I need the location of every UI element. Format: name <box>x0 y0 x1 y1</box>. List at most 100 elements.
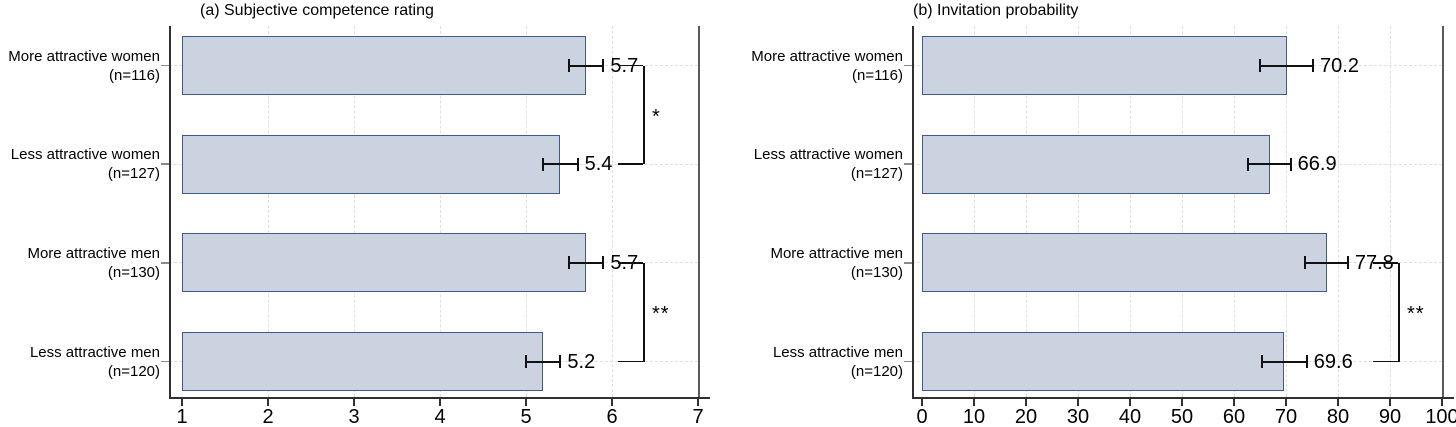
y-axis <box>912 26 914 397</box>
category-line-1: More attractive men <box>27 244 160 262</box>
sig-bracket-vertical <box>643 262 645 362</box>
category-tick <box>904 64 912 67</box>
bar <box>922 233 1327 293</box>
x-tick <box>1389 398 1391 406</box>
category-line-1: Less attractive women <box>753 146 903 164</box>
chart-panel-b: (b) Invitation probability 0 10 20 30 40 50 60… <box>728 0 1456 427</box>
error-bar-cap <box>542 157 545 171</box>
error-bar <box>569 64 604 67</box>
x-tick-label: 2 <box>262 406 274 427</box>
x-tick <box>1181 398 1183 406</box>
x-tick <box>1025 398 1027 406</box>
x-tick <box>697 398 699 406</box>
x-tick-label: 70 <box>1274 406 1298 427</box>
sig-bracket-arm <box>1373 262 1398 264</box>
gridline-v <box>268 26 269 397</box>
sig-bracket-vertical <box>643 65 645 165</box>
x-tick-label: 7 <box>692 406 704 427</box>
x-tick-label: 100 <box>1425 406 1456 427</box>
error-bar-cap <box>576 157 579 171</box>
x-tick <box>267 398 269 406</box>
sig-bracket-arm <box>618 360 643 363</box>
error-bar <box>543 163 578 166</box>
x-tick <box>439 398 441 406</box>
significance-label: * <box>652 105 661 128</box>
error-bar-cap <box>559 355 562 369</box>
x-tick-label: 50 <box>1170 406 1194 427</box>
error-bar-cap <box>1247 157 1250 171</box>
bar <box>182 134 561 194</box>
gridline-v <box>526 26 527 397</box>
x-tick-label: 90 <box>1378 406 1402 427</box>
chart-title: (b) Invitation probability <box>913 2 1079 19</box>
x-tick <box>1285 398 1287 406</box>
error-bar <box>1305 261 1348 264</box>
category-label: Less attractive women (n=127) <box>0 145 160 183</box>
bar <box>182 332 544 392</box>
category-tick <box>904 262 912 264</box>
gridline-v <box>1078 26 1079 397</box>
error-bar-cap <box>1304 256 1307 270</box>
sig-bracket-arm <box>618 262 643 264</box>
x-tick <box>353 398 355 406</box>
value-label: 69.6 <box>1313 350 1353 373</box>
gridline-v <box>1286 26 1287 397</box>
x-tick-label: 30 <box>1066 406 1090 427</box>
plot-area: 0 10 20 30 40 50 60 70 80 90 100 70.2 More attractiv… <box>728 0 1456 427</box>
category-line-2: (n=120) <box>107 362 160 380</box>
x-tick-label: 1 <box>176 406 188 427</box>
category-label: Less attractive men (n=120) <box>0 343 160 381</box>
gridline-v <box>1130 26 1131 397</box>
category-label: More attractive men (n=130) <box>0 244 160 282</box>
category-label: More attractive men (n=130) <box>723 244 903 282</box>
gridline-v <box>1390 26 1391 397</box>
gridline-v <box>440 26 441 397</box>
error-bar-cap <box>602 256 605 270</box>
category-line-2: (n=130) <box>107 263 160 281</box>
error-bar-cap <box>568 59 570 72</box>
gridline-v <box>1182 26 1183 397</box>
category-line-2: (n=130) <box>850 263 903 281</box>
category-line-1: Less attractive men <box>772 343 903 361</box>
x-tick <box>1441 398 1443 406</box>
x-tick-label: 5 <box>520 406 532 427</box>
gridline-v <box>1338 26 1339 397</box>
x-tick <box>181 398 183 406</box>
significance-label: ** <box>1407 303 1425 326</box>
significance-label: ** <box>652 303 670 326</box>
x-tick-label: 0 <box>916 406 928 427</box>
bar <box>922 332 1284 392</box>
category-line-1: More attractive women <box>8 47 160 65</box>
category-line-1: Less attractive women <box>10 146 160 164</box>
value-label: 66.9 <box>1297 153 1337 176</box>
gridline-v <box>612 26 613 397</box>
value-label: 5.2 <box>567 350 596 373</box>
error-bar-cap <box>1261 355 1264 369</box>
bar <box>922 36 1288 95</box>
bar <box>182 233 587 293</box>
category-line-2: (n=120) <box>850 362 903 380</box>
category-line-1: More attractive women <box>751 47 903 65</box>
error-bar-cap <box>1346 256 1349 270</box>
x-tick-label: 40 <box>1118 406 1142 427</box>
gridline-v <box>1234 26 1235 397</box>
error-bar-cap <box>568 256 570 270</box>
category-line-2: (n=127) <box>107 165 160 183</box>
category-line-1: More attractive men <box>770 244 903 262</box>
x-tick <box>1129 398 1131 406</box>
bar <box>182 36 587 95</box>
gridline-v <box>974 26 975 397</box>
sig-bracket-arm <box>618 64 643 67</box>
gridline-v <box>1026 26 1027 397</box>
error-bar-cap <box>1312 59 1315 72</box>
chart-panel-a: (a) Subjective competence rating 1 2 3 4 5 6 7… <box>0 2 710 427</box>
sig-bracket-arm <box>618 163 643 165</box>
sig-bracket-vertical <box>1398 262 1400 362</box>
x-tick <box>525 398 527 406</box>
category-label: Less attractive men (n=120) <box>723 343 903 381</box>
bar <box>922 134 1270 194</box>
category-tick <box>904 360 912 363</box>
x-tick-label: 20 <box>1014 406 1038 427</box>
category-tick <box>161 64 169 67</box>
category-label: Less attractive women (n=127) <box>723 145 903 183</box>
